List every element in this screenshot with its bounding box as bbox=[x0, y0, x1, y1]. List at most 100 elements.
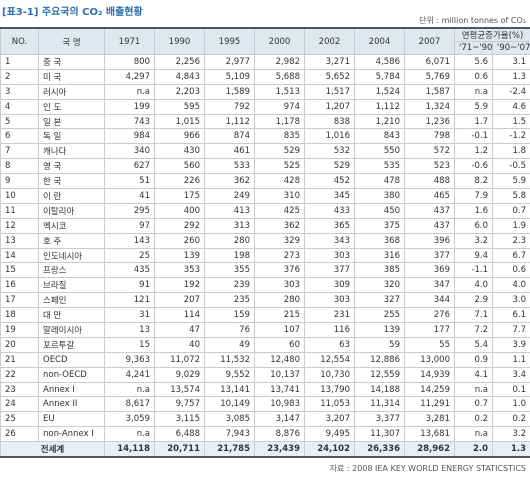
table-row: 21 OECD 9,363 11,072 11,532 12,480 12,554 12,88… bbox=[0, 351, 530, 368]
value-cell: 25 bbox=[104, 247, 155, 264]
value-cell: 13,681 bbox=[404, 426, 455, 443]
value-cell: 413 bbox=[204, 202, 255, 219]
value-cell: 3.0 bbox=[491, 292, 530, 309]
value-cell: 327 bbox=[354, 292, 405, 309]
value-cell: 5,109 bbox=[204, 68, 255, 85]
country-name: 멕시코 bbox=[38, 217, 105, 234]
value-cell: 10,149 bbox=[204, 396, 255, 413]
country-name: 미 국 bbox=[38, 68, 105, 85]
value-cell: 6.7 bbox=[491, 247, 530, 264]
value-cell: 13,741 bbox=[254, 381, 305, 398]
value-cell: 798 bbox=[404, 128, 455, 145]
value-cell: 380 bbox=[354, 188, 405, 204]
value-cell: 1.7 bbox=[454, 113, 493, 130]
column-header: 연평균증가율(%) bbox=[453, 27, 530, 42]
value-cell: 41 bbox=[104, 188, 155, 204]
header-row: '71~'90'90~'07 bbox=[1, 41, 530, 55]
value-cell: 437 bbox=[404, 217, 455, 234]
value-cell: 13,141 bbox=[204, 381, 255, 398]
row-number: 14 bbox=[0, 247, 39, 264]
country-name: 독 일 bbox=[38, 128, 105, 145]
table-row: 22 non-OECD 4,241 9,029 9,552 10,137 10,730 12,… bbox=[0, 366, 530, 383]
row-number: 10 bbox=[0, 188, 39, 204]
country-name: non-Annex I bbox=[38, 426, 105, 443]
value-cell: n.a bbox=[454, 83, 493, 100]
value-cell: 5.9 bbox=[491, 173, 530, 190]
value-cell: 3,271 bbox=[304, 54, 355, 70]
value-cell: 21,785 bbox=[204, 441, 255, 458]
value-cell: 14,939 bbox=[404, 366, 455, 383]
column-header: NO. bbox=[0, 27, 39, 55]
value-cell: 3,085 bbox=[204, 411, 255, 428]
value-cell: 8,617 bbox=[104, 396, 155, 413]
value-cell: n.a bbox=[104, 426, 155, 443]
value-cell: 11,532 bbox=[204, 351, 255, 368]
value-cell: 400 bbox=[154, 202, 205, 219]
value-cell: 7.7 bbox=[491, 322, 530, 338]
row-number: 13 bbox=[0, 232, 39, 249]
value-cell: 273 bbox=[254, 247, 305, 264]
value-cell: 4,241 bbox=[104, 366, 155, 383]
value-cell: 59 bbox=[354, 336, 405, 353]
country-name: 이 란 bbox=[38, 188, 105, 204]
column-header: 2007 bbox=[404, 27, 455, 55]
row-number: 11 bbox=[0, 202, 39, 219]
value-cell: 295 bbox=[104, 202, 155, 219]
table-row: 10 이 란 41 175 249 310 345 380 465 7.9 5.8 bbox=[0, 188, 530, 204]
row-number: 19 bbox=[0, 322, 39, 338]
value-cell: 343 bbox=[304, 232, 355, 249]
value-cell: 1,236 bbox=[404, 113, 455, 130]
value-cell: 529 bbox=[304, 158, 355, 175]
value-cell: 835 bbox=[254, 128, 305, 145]
unit-note: 단위 : million tonnes of CO₂ bbox=[419, 16, 526, 25]
value-cell: 0.6 bbox=[491, 262, 530, 279]
value-cell: 1.3 bbox=[491, 68, 530, 85]
value-cell: n.a bbox=[104, 381, 155, 398]
value-cell: 55 bbox=[404, 336, 455, 353]
value-cell: 23,439 bbox=[254, 441, 305, 458]
value-cell: 0.7 bbox=[454, 396, 493, 413]
row-number: 12 bbox=[0, 217, 39, 234]
value-cell: 1.1 bbox=[491, 351, 530, 368]
value-cell: 595 bbox=[154, 98, 205, 115]
total-row: 전세계 14,118 20,711 21,785 23,439 24,102 26,336 2… bbox=[0, 441, 530, 458]
value-cell: 377 bbox=[404, 247, 455, 264]
value-cell: 11,307 bbox=[354, 426, 405, 443]
value-cell: 4,297 bbox=[104, 68, 155, 85]
column-header: 2004 bbox=[354, 27, 405, 55]
value-cell: 139 bbox=[154, 247, 205, 264]
table-row: 16 브라질 91 192 239 303 309 320 347 4.0 4.0 bbox=[0, 277, 530, 294]
value-cell: -0.1 bbox=[454, 128, 493, 145]
value-cell: 24,102 bbox=[304, 441, 355, 458]
value-cell: 3,059 bbox=[104, 411, 155, 428]
value-cell: 572 bbox=[404, 143, 455, 160]
value-cell: 435 bbox=[104, 262, 155, 279]
value-cell: 9,495 bbox=[304, 426, 355, 443]
country-name: 스페인 bbox=[38, 292, 105, 309]
value-cell: 97 bbox=[104, 217, 155, 234]
value-cell: 116 bbox=[304, 322, 355, 338]
value-cell: 51 bbox=[104, 173, 155, 190]
value-cell: 3,281 bbox=[404, 411, 455, 428]
table-row: 7 캐나다 340 430 461 529 532 550 572 1.2 1.8 bbox=[0, 143, 530, 160]
value-cell: 532 bbox=[304, 143, 355, 160]
value-cell: 8,876 bbox=[254, 426, 305, 443]
table-row: 3 러시아 n.a 2,203 1,589 1,513 1,517 1,524 1,587 n.a… bbox=[0, 83, 530, 100]
table-row: 25 EU 3,059 3,115 3,085 3,147 3,207 3,377 3,281 0… bbox=[0, 411, 530, 428]
value-cell: 437 bbox=[404, 202, 455, 219]
value-cell: 5.9 bbox=[454, 98, 493, 115]
value-cell: 9,552 bbox=[204, 366, 255, 383]
value-cell: 316 bbox=[354, 247, 405, 264]
value-cell: 0.6 bbox=[454, 68, 493, 85]
value-cell: 347 bbox=[404, 277, 455, 294]
value-cell: 0.7 bbox=[491, 202, 530, 219]
header-row: NO. 국 명 1971 1990 1995 2000 2002 2004 2007 연평균증가율… bbox=[0, 27, 530, 55]
value-cell: 10,137 bbox=[254, 366, 305, 383]
value-cell: 5.8 bbox=[491, 188, 530, 204]
value-cell: 20,711 bbox=[154, 441, 205, 458]
value-cell: n.a bbox=[454, 426, 493, 443]
column-header: 국 명 bbox=[38, 27, 105, 55]
